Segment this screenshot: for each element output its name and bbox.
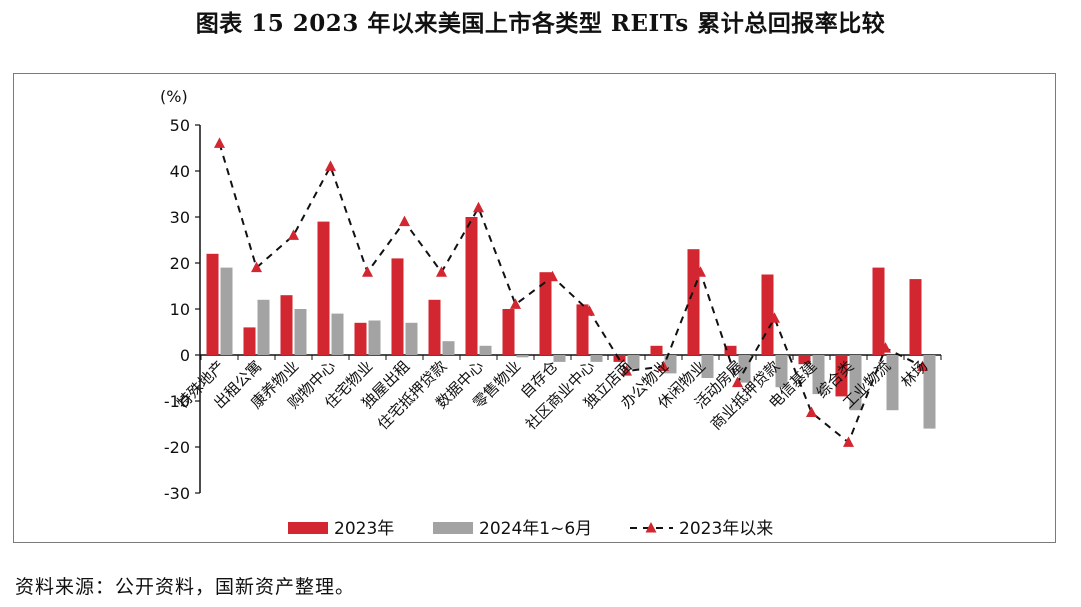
bar-series2	[590, 355, 603, 362]
chart-title: 图表 15 2023 年以来美国上市各类型 REITs 累计总回报率比较	[195, 10, 886, 37]
line-point-marker	[917, 360, 928, 371]
bar-series1	[687, 249, 700, 355]
bar-series1	[465, 217, 478, 355]
line-point-marker	[288, 229, 299, 240]
bar-series2	[849, 355, 862, 411]
line-point-marker	[806, 406, 817, 417]
bar-series2	[516, 355, 529, 358]
bar-series2	[812, 355, 825, 395]
line-point-marker	[251, 261, 262, 273]
line-point-marker	[732, 376, 743, 388]
bar-series1	[280, 295, 293, 355]
bar-series2	[220, 267, 233, 355]
bar-series1	[539, 272, 552, 355]
legend-label-series3: 2023年以来	[679, 519, 773, 539]
bar-series2	[627, 355, 640, 369]
bar-series2	[331, 313, 344, 355]
bar-series2	[775, 355, 788, 388]
bar-series2	[479, 345, 492, 355]
y-tick-label: 0	[180, 346, 190, 365]
bar-series1	[354, 322, 367, 355]
y-tick-label: -20	[164, 438, 190, 457]
bar-series1	[206, 253, 219, 355]
y-tick-label: 40	[170, 162, 190, 181]
chart-frame	[13, 73, 1056, 543]
line-point-marker	[473, 201, 484, 213]
legend-swatch-series2	[433, 522, 473, 534]
bar-series1	[317, 221, 330, 355]
bar-series1	[835, 355, 848, 397]
bar-series2	[368, 320, 381, 355]
bar-series1	[428, 299, 441, 355]
y-tick-label: 30	[170, 208, 190, 227]
line-point-marker	[325, 160, 336, 171]
bar-series2	[257, 299, 270, 355]
bar-series1	[576, 304, 589, 355]
bar-series2	[442, 341, 455, 355]
line-point-marker	[658, 360, 669, 371]
bar-series2	[886, 355, 899, 411]
bar-series1	[243, 327, 256, 355]
source-note: 资料来源：公开资料，国新资产整理。	[15, 576, 356, 598]
bar-series1	[650, 345, 663, 355]
legend-marker-series3	[645, 522, 657, 533]
line-point-marker	[621, 365, 632, 376]
bar-series1	[391, 258, 404, 355]
line-point-marker	[362, 266, 373, 277]
y-tick-label: -30	[164, 484, 190, 503]
line-point-marker	[843, 436, 854, 447]
bar-series1	[502, 309, 515, 355]
bar-series2	[701, 355, 714, 378]
line-series	[218, 143, 923, 445]
line-point-marker	[436, 266, 447, 277]
y-tick-label: 10	[170, 300, 190, 319]
legend-swatch-series1	[288, 522, 328, 534]
legend-label-series1: 2023年	[334, 519, 394, 539]
line-point-marker	[399, 215, 410, 227]
line-point-marker	[880, 342, 891, 353]
legend-label-series2: 2024年1~6月	[479, 519, 592, 539]
bar-series2	[923, 355, 936, 429]
bar-series1	[761, 274, 774, 355]
line-point-marker	[695, 266, 706, 277]
line-point-marker	[214, 137, 225, 148]
bar-series1	[798, 355, 811, 365]
bar-series1	[909, 279, 922, 355]
line-point-marker	[769, 312, 780, 323]
line-point-marker	[510, 298, 521, 309]
line-point-marker	[584, 305, 595, 316]
bar-series1	[724, 345, 737, 355]
bar-series2	[553, 355, 566, 362]
bar-series1	[872, 267, 885, 355]
y-tick-label: 50	[170, 116, 190, 135]
bar-series2	[294, 309, 307, 355]
y-tick-label: 20	[170, 254, 190, 273]
line-point-marker	[547, 270, 558, 282]
y-axis-unit: (%)	[160, 87, 188, 106]
y-tick-label: -10	[164, 392, 190, 411]
bar-series2	[405, 322, 418, 355]
